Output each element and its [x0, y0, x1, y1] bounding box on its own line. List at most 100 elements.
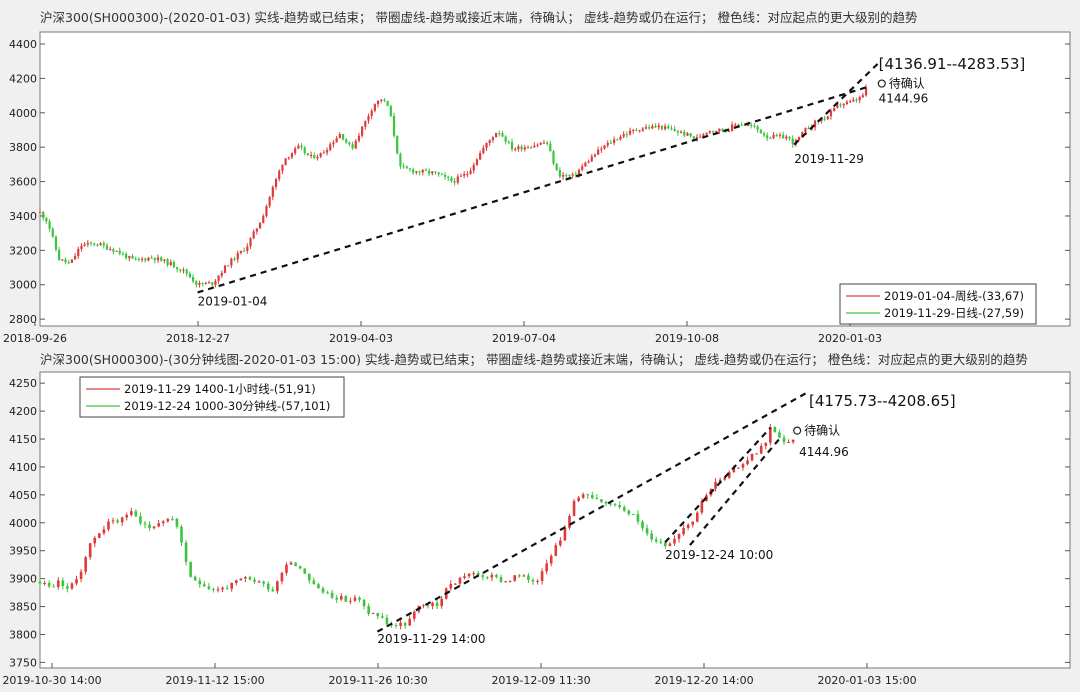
candle-body	[510, 142, 514, 150]
candle-body	[38, 581, 42, 584]
candle-body	[289, 562, 293, 565]
y-tick-label: 4200	[9, 405, 37, 418]
candle-body	[520, 146, 523, 150]
candle-body	[223, 265, 227, 273]
top-legend: 2019-01-04-周线-(33,67) 2019-11-29-日线-(27,5…	[839, 283, 1037, 325]
candle-body	[140, 258, 144, 260]
candle-body	[361, 126, 364, 136]
candle-body	[367, 606, 370, 614]
candle-body	[833, 107, 836, 112]
candle-body	[858, 97, 861, 101]
candle-body	[479, 152, 482, 160]
candle-body	[654, 126, 657, 128]
y-tick-label: 4000	[9, 107, 37, 120]
candle-body	[99, 243, 102, 246]
candle-body	[227, 265, 230, 267]
candle-body	[143, 523, 147, 525]
candle-body	[673, 538, 676, 544]
legend-entry: 2019-11-29-日线-(27,59)	[884, 306, 1024, 320]
candle-body	[180, 526, 183, 543]
candle-body	[482, 147, 485, 153]
candle-body	[257, 581, 261, 583]
candle-body	[664, 126, 667, 130]
y-tick-label: 4050	[9, 489, 37, 502]
candle-body	[581, 494, 585, 498]
candle-body	[778, 134, 782, 136]
candle-body	[787, 442, 790, 444]
legend-entry: 2019-01-04-周线-(33,67)	[884, 289, 1024, 303]
candle-body	[394, 625, 398, 627]
candle-body	[249, 238, 252, 247]
candle-body	[845, 101, 849, 104]
candle-body	[179, 269, 182, 271]
x-tick-label: 2019-12-09 11:30	[491, 674, 590, 687]
candle-body	[253, 579, 256, 582]
candle-body	[84, 557, 87, 572]
candle-body	[861, 95, 864, 98]
candle-body	[759, 129, 762, 134]
candle-body	[539, 142, 542, 145]
candle-body	[79, 571, 83, 579]
candle-body	[590, 156, 593, 162]
candle-body	[236, 253, 239, 260]
candle-body	[501, 133, 504, 137]
candle-body	[431, 171, 434, 174]
candle-body	[740, 124, 743, 126]
candle-body	[715, 131, 718, 133]
candle-body	[820, 118, 823, 122]
x-tick-label: 2020-01-03	[818, 332, 882, 345]
candle-body	[714, 481, 717, 489]
candle-body	[207, 282, 211, 284]
pending-circle	[793, 426, 802, 435]
candle-body	[466, 173, 469, 175]
candle-body	[673, 129, 676, 132]
candle-body	[508, 580, 512, 582]
candle-body	[422, 605, 425, 607]
candle-body	[274, 179, 278, 187]
candle-body	[51, 228, 54, 237]
candle-body	[43, 582, 46, 584]
candle-body	[150, 257, 153, 259]
candle-body	[555, 163, 558, 171]
candle-body	[38, 211, 42, 213]
candle-body	[284, 158, 287, 166]
y-tick-label: 3800	[9, 141, 37, 154]
candle-body	[83, 244, 86, 246]
candle-body	[437, 172, 440, 175]
x-tick-label: 2019-11-26 10:30	[328, 674, 427, 687]
candle-body	[428, 170, 431, 174]
candle-body	[280, 572, 284, 582]
candle-body	[54, 236, 58, 250]
candle-body	[766, 135, 769, 139]
candle-body	[225, 587, 229, 589]
candle-body	[526, 147, 530, 149]
candle-body	[769, 138, 772, 140]
candle-body	[727, 130, 731, 132]
candle-body	[737, 124, 740, 126]
candle-body	[855, 99, 858, 101]
candle-body	[319, 153, 322, 157]
candle-body	[207, 586, 211, 590]
candle-body	[801, 132, 804, 137]
candle-body	[618, 504, 621, 508]
candle-body	[230, 258, 233, 266]
candle-body	[134, 258, 137, 260]
candle-body	[498, 132, 501, 134]
candle-body	[77, 248, 80, 257]
candle-body	[287, 157, 290, 159]
x-tick-label: 2020-01-03 15:00	[817, 674, 916, 687]
candle-body	[746, 460, 749, 465]
candle-body	[107, 521, 110, 530]
candle-body	[335, 597, 338, 600]
candle-body	[616, 139, 619, 141]
candle-body	[648, 127, 651, 129]
candle-body	[93, 243, 96, 245]
candle-body	[121, 253, 125, 255]
candle-body	[308, 573, 311, 581]
candle-body	[61, 259, 64, 261]
candle-body	[759, 445, 763, 454]
candle-body	[399, 622, 402, 626]
candle-body	[852, 99, 855, 102]
candle-body	[353, 597, 357, 601]
candle-body	[568, 175, 571, 177]
